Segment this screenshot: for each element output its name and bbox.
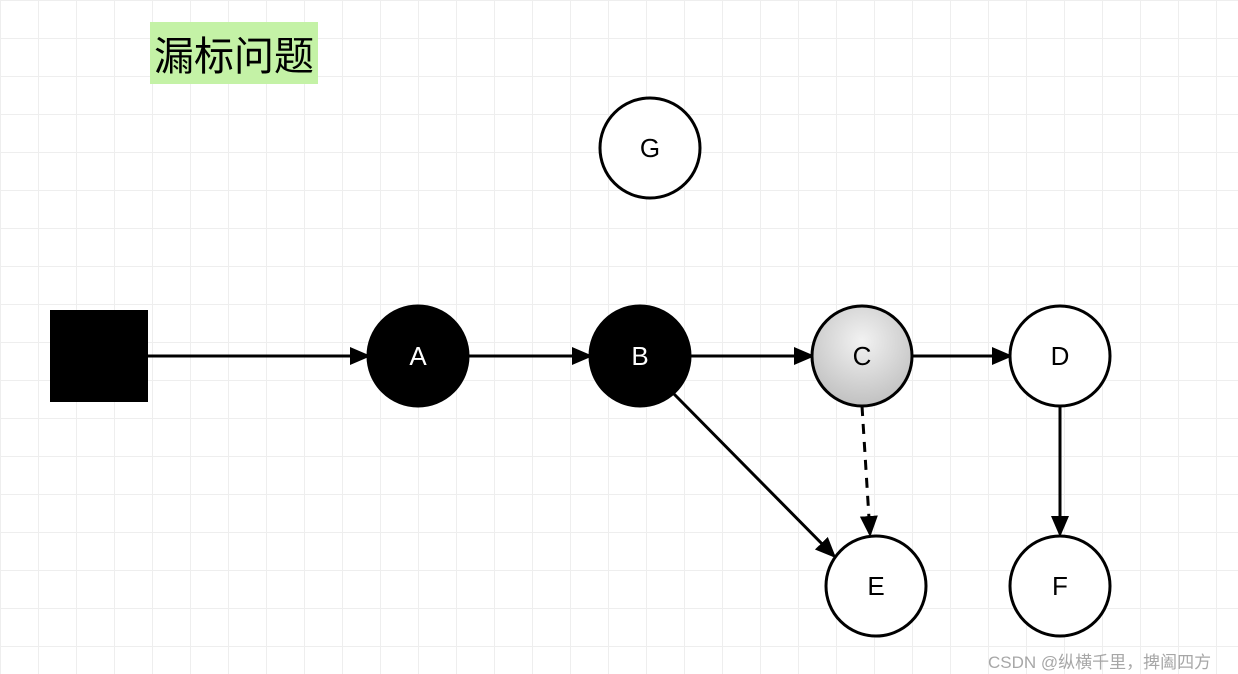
node-label-b: B [631,341,648,371]
node-label-f: F [1052,571,1068,601]
node-label-a: A [409,341,427,371]
diagram-canvas: 漏标问题 ABCDEFG CSDN @纵横千里，捭阖四方 [0,0,1238,674]
watermark-text: CSDN @纵横千里，捭阖四方 [988,648,1211,673]
start-node [50,310,148,402]
node-label-d: D [1051,341,1070,371]
node-label-e: E [867,571,884,601]
edge [862,406,870,534]
node-label-g: G [640,133,660,163]
network-diagram: A B C D E F G [0,0,1238,674]
edge [674,394,834,556]
node-label-c: C [853,341,872,371]
